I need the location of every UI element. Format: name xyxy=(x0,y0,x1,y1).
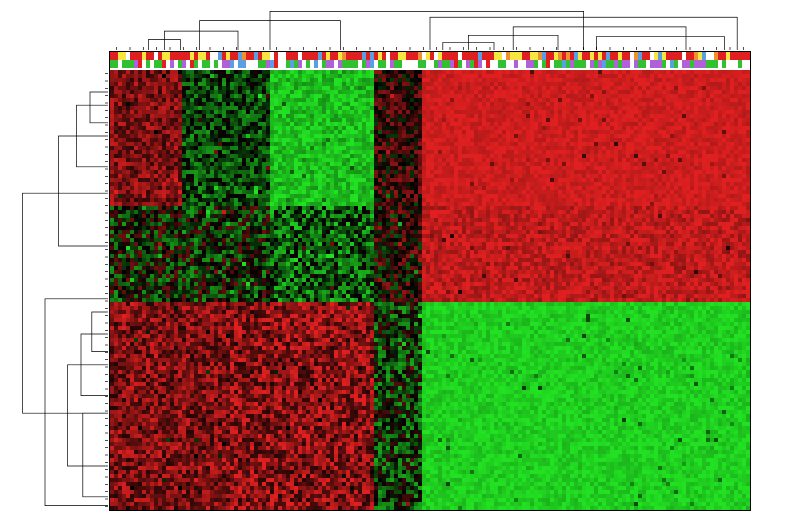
anno-bottom xyxy=(110,60,750,68)
column-annotation-bars xyxy=(110,52,750,68)
row-dendro-svg xyxy=(18,70,108,510)
expression-heatmap xyxy=(110,70,750,510)
row-dendrogram xyxy=(18,70,108,510)
column-dendrogram xyxy=(110,8,750,50)
anno-top xyxy=(110,52,750,60)
heatmap-canvas xyxy=(110,70,750,510)
col-dendro-svg xyxy=(110,8,750,50)
